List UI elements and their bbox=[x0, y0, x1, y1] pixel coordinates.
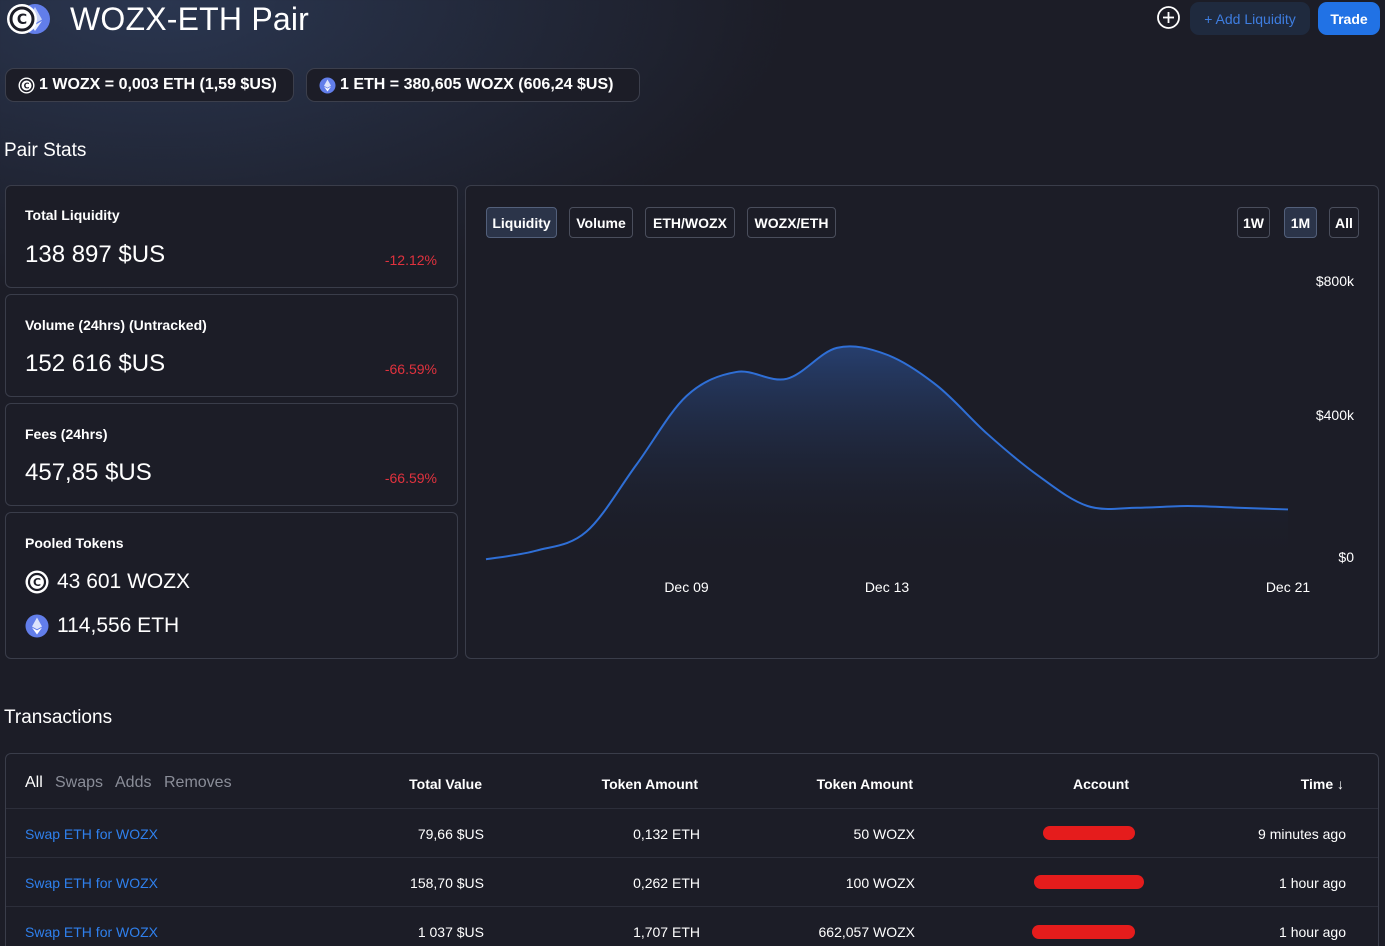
tx-time: 1 hour ago bbox=[1279, 875, 1346, 891]
liquidity-chart: $800k $400k $0 Dec 09 Dec 13 Dec 21 bbox=[485, 273, 1355, 595]
redacted-account[interactable] bbox=[1043, 826, 1135, 840]
x-tick-label: Dec 13 bbox=[865, 579, 910, 595]
wozx-token-icon: C bbox=[18, 77, 35, 93]
fees-card: Fees (24hrs) 457,85 $US -66.59% bbox=[5, 403, 458, 506]
tab-wozx-eth[interactable]: WOZX/ETH bbox=[747, 207, 836, 238]
card-value: 138 897 $US bbox=[25, 241, 166, 268]
svg-text:C: C bbox=[17, 12, 27, 28]
eth-token-icon bbox=[25, 614, 49, 638]
tx-action-link[interactable]: Swap ETH for WOZX bbox=[25, 875, 159, 891]
tx-token-amount: 50 WOZX bbox=[853, 826, 915, 842]
svg-text:C: C bbox=[33, 576, 41, 589]
filter-removes[interactable]: Removes bbox=[164, 774, 232, 791]
tx-time: 9 minutes ago bbox=[1258, 826, 1346, 842]
card-label: Total Liquidity bbox=[25, 207, 120, 223]
eth-token-icon bbox=[319, 77, 336, 93]
wozx-token-icon: C bbox=[25, 570, 49, 594]
filter-all[interactable]: All bbox=[25, 774, 43, 791]
range-1m[interactable]: 1M bbox=[1284, 207, 1317, 238]
page-title: WOZX-ETH Pair bbox=[70, 1, 310, 37]
svg-text:C: C bbox=[24, 81, 30, 90]
rate-text: 1 WOZX = 0,003 ETH (1,59 $US) bbox=[39, 76, 277, 93]
y-tick-label: $400k bbox=[1316, 407, 1355, 423]
tab-volume[interactable]: Volume bbox=[569, 207, 633, 238]
header-token-amount-1[interactable]: Token Amount bbox=[601, 776, 698, 792]
pooled-amount: 43 601 WOZX bbox=[57, 570, 191, 593]
table-row: Swap ETH for WOZX 158,70 $US 0,262 ETH 1… bbox=[6, 857, 1378, 906]
change-badge: -66.59% bbox=[384, 470, 437, 486]
tx-total-value: 1 037 $US bbox=[417, 924, 484, 940]
tx-action-link[interactable]: Swap ETH for WOZX bbox=[25, 826, 159, 842]
tx-token-amount: 0,262 ETH bbox=[633, 875, 700, 891]
pooled-wozx: C 43 601 WOZX bbox=[25, 570, 190, 594]
table-row: Swap ETH for WOZX 79,66 $US 0,132 ETH 50… bbox=[6, 808, 1378, 857]
add-liquidity-button[interactable]: + Add Liquidity bbox=[1190, 2, 1310, 35]
tx-token-amount: 0,132 ETH bbox=[633, 826, 700, 842]
tx-action-link[interactable]: Swap ETH for WOZX bbox=[25, 924, 159, 940]
chart-area bbox=[486, 346, 1288, 561]
table-row: Swap ETH for WOZX 1 037 $US 1,707 ETH 66… bbox=[6, 906, 1378, 946]
tx-token-amount: 662,057 WOZX bbox=[818, 924, 916, 940]
tx-token-amount: 100 WOZX bbox=[845, 875, 915, 891]
range-all[interactable]: All bbox=[1329, 207, 1359, 238]
wozx-eth-rate: C 1 WOZX = 0,003 ETH (1,59 $US) bbox=[5, 68, 294, 102]
plus-circle-icon[interactable] bbox=[1156, 5, 1181, 30]
card-value: 152 616 $US bbox=[25, 350, 166, 377]
filter-adds[interactable]: Adds bbox=[115, 774, 152, 791]
header-time[interactable]: Time ↓ bbox=[1300, 776, 1344, 792]
redacted-account[interactable] bbox=[1034, 875, 1144, 889]
transactions-title: Transactions bbox=[4, 707, 113, 728]
change-badge: -66.59% bbox=[384, 361, 437, 377]
tab-eth-wozx[interactable]: ETH/WOZX bbox=[645, 207, 735, 238]
change-badge: -12.12% bbox=[384, 252, 437, 268]
total-liquidity-card: Total Liquidity 138 897 $US -12.12% bbox=[5, 185, 458, 288]
tx-token-amount: 1,707 ETH bbox=[633, 924, 700, 940]
card-label: Pooled Tokens bbox=[25, 535, 124, 551]
pair-logo-icon: C bbox=[7, 4, 50, 34]
tx-total-value: 79,66 $US bbox=[417, 826, 484, 842]
pooled-tokens-card: Pooled Tokens C 43 601 WOZX 114,556 ETH bbox=[5, 512, 458, 659]
card-label: Fees (24hrs) bbox=[25, 426, 108, 442]
range-1w[interactable]: 1W bbox=[1237, 207, 1270, 238]
eth-wozx-rate: 1 ETH = 380,605 WOZX (606,24 $US) bbox=[306, 68, 640, 102]
header-token-amount-2[interactable]: Token Amount bbox=[816, 776, 913, 792]
card-value: 457,85 $US bbox=[25, 459, 152, 486]
filter-swaps[interactable]: Swaps bbox=[55, 774, 104, 791]
y-tick-label: $0 bbox=[1338, 549, 1354, 565]
pair-stats-title: Pair Stats bbox=[4, 140, 87, 161]
card-label: Volume (24hrs) (Untracked) bbox=[25, 317, 207, 333]
x-tick-label: Dec 21 bbox=[1266, 579, 1311, 595]
x-tick-label: Dec 09 bbox=[664, 579, 709, 595]
chart-panel: Liquidity Volume ETH/WOZX WOZX/ETH 1W 1M… bbox=[465, 185, 1379, 659]
y-tick-label: $800k bbox=[1316, 273, 1355, 289]
volume-card: Volume (24hrs) (Untracked) 152 616 $US -… bbox=[5, 294, 458, 397]
tab-liquidity[interactable]: Liquidity bbox=[486, 207, 557, 238]
pooled-eth: 114,556 ETH bbox=[25, 614, 179, 638]
header-total-value[interactable]: Total Value bbox=[409, 776, 482, 792]
rate-text: 1 ETH = 380,605 WOZX (606,24 $US) bbox=[340, 76, 614, 93]
transactions-panel: All Swaps Adds Removes Total Value Token… bbox=[5, 753, 1379, 946]
header-account[interactable]: Account bbox=[1073, 776, 1129, 792]
chart-line bbox=[485, 345, 1289, 561]
redacted-account[interactable] bbox=[1032, 925, 1135, 939]
pooled-amount: 114,556 ETH bbox=[57, 614, 180, 637]
trade-button[interactable]: Trade bbox=[1318, 2, 1380, 35]
tx-time: 1 hour ago bbox=[1279, 924, 1346, 940]
tx-total-value: 158,70 $US bbox=[410, 875, 484, 891]
